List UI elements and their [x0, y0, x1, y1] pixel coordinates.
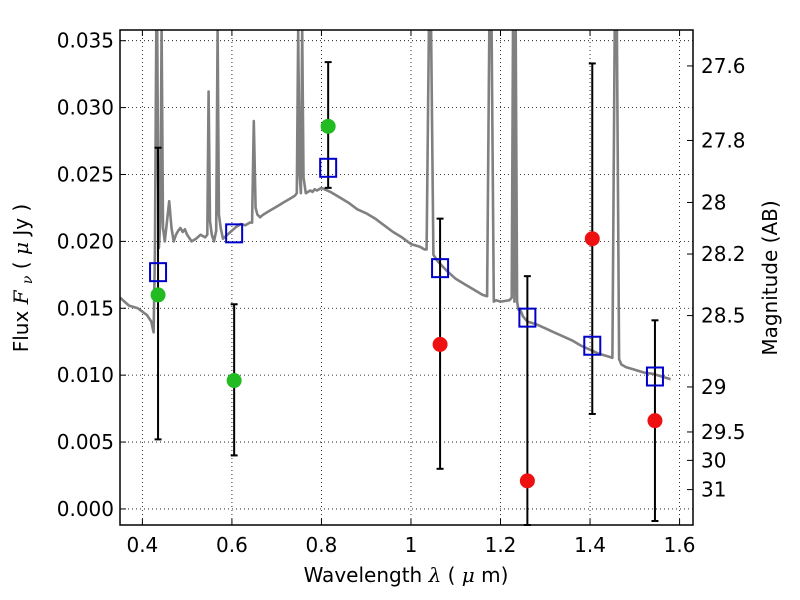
y-axis-ticks: 0.000 0.005 0.010 0.015 0.020 0.025 0.030 0.035: [57, 29, 126, 521]
magnitude-tick-label: 29.5: [701, 420, 746, 444]
magnitude-tick-label: 28: [701, 190, 726, 214]
magnitude-tick-label: 29: [701, 375, 726, 399]
magnitude-axis-ticks: 27.6 27.8 28 28.2 28.5 29 29.5 30 31: [687, 54, 746, 502]
y-axis-title-text: Flux: [9, 304, 33, 352]
observed-flux-point: [584, 231, 600, 247]
x-axis-unit-open: (: [448, 563, 456, 587]
y-tick-label: 0.035: [57, 29, 114, 53]
y-tick-label: 0.010: [57, 363, 114, 387]
y-tick-label: 0.030: [57, 96, 114, 120]
flux-symbol: F: [9, 289, 33, 305]
y-axis-title: Flux F ν ( μ Jy ): [9, 204, 37, 353]
x-axis-title: Wavelength λ ( μ m): [304, 563, 509, 587]
magnitude-tick-label: 27.6: [701, 54, 746, 78]
observed-flux-point: [150, 287, 166, 303]
model-photometry-point: [645, 366, 664, 387]
model-photometry-point: [583, 335, 602, 356]
model-spectrum-line: [120, 30, 671, 381]
magnitude-tick-label: 28.2: [701, 242, 746, 266]
x-tick-label: 1.2: [485, 533, 517, 557]
x-tick-label: 1.4: [574, 533, 606, 557]
x-tick-label: 1.6: [664, 533, 696, 557]
observed-flux-point: [432, 336, 448, 352]
plot-frame: [119, 29, 694, 526]
x-axis-unit-mu: μ: [462, 563, 475, 587]
grid: [120, 30, 693, 525]
magnitude-tick-label: 27.8: [701, 128, 746, 152]
y-tick-label: 0.000: [57, 497, 114, 521]
observed-flux-point: [226, 373, 242, 389]
model-photometry-point: [319, 157, 338, 178]
magnitude-tick-label: 31: [701, 478, 726, 502]
data-markers: [149, 118, 664, 489]
model-photometry-point: [431, 258, 450, 279]
model-spectrum: [120, 30, 671, 381]
model-photometry-point: [518, 307, 537, 328]
x-axis-unit-rest: m): [481, 563, 508, 587]
x-axis-ticks: 0.4 0.6 0.8 1 1.2 1.4 1.6: [126, 30, 695, 557]
magnitude-axis-title: Magnitude (AB): [758, 200, 782, 355]
model-photometry-point: [225, 223, 244, 244]
lambda-symbol: λ: [428, 563, 442, 587]
x-tick-label: 1: [405, 533, 418, 557]
x-axis-title-text: Wavelength: [304, 563, 429, 587]
observed-flux-point: [320, 118, 336, 134]
plot-background: [120, 30, 693, 525]
y-tick-label: 0.015: [57, 296, 114, 320]
observed-flux-point: [647, 413, 663, 429]
y-tick-label: 0.020: [57, 229, 114, 253]
y-tick-label: 0.025: [57, 162, 114, 186]
nu-subscript: ν: [20, 275, 36, 284]
x-tick-label: 0.8: [306, 533, 338, 557]
x-tick-label: 0.6: [216, 533, 248, 557]
magnitude-tick-label: 28.5: [701, 304, 746, 328]
x-tick-label: 0.4: [126, 533, 158, 557]
y-axis-unit-mu: μ: [9, 242, 33, 255]
y-axis-unit-open: (: [9, 255, 33, 269]
y-tick-label: 0.005: [57, 430, 114, 454]
model-photometry-point: [149, 262, 168, 283]
y-axis-unit-rest: Jy ): [9, 204, 33, 238]
magnitude-tick-label: 30: [701, 448, 726, 472]
observed-flux-point: [519, 473, 535, 489]
